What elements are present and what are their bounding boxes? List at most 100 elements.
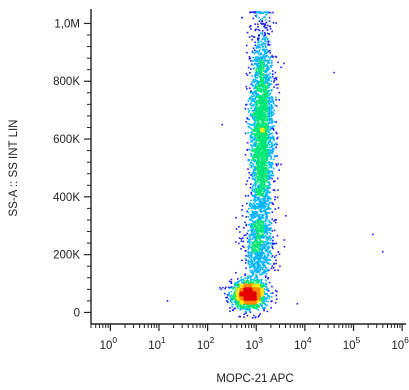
data-point [259,62,262,64]
data-point [235,285,237,287]
data-point [254,44,257,47]
data-point [269,56,272,59]
data-point [241,259,243,262]
data-point [254,239,256,242]
data-point [267,295,269,297]
data-point [266,176,268,178]
data-point [258,209,261,211]
data-point [256,203,259,205]
data-point [255,248,258,251]
data-point [267,229,269,232]
data-point [277,83,279,86]
data-point [234,293,237,296]
data-point [258,157,260,160]
data-point [258,289,261,292]
data-point [250,28,252,30]
data-point [273,154,276,157]
data-point [256,149,258,152]
data-point [250,113,252,116]
data-point [261,305,264,307]
data-point [267,129,269,132]
data-point [260,91,262,94]
data-point [244,107,247,110]
data-point [250,153,253,155]
data-point [253,94,255,97]
data-point [259,32,262,35]
data-point [253,133,255,136]
data-point [262,105,265,108]
data-point [257,121,260,124]
data-point [263,150,265,153]
data-point [274,196,277,198]
data-point [381,250,384,253]
data-point [249,71,251,74]
data-point [252,155,255,158]
data-point [264,227,267,229]
data-point [267,246,269,249]
data-point [262,74,264,76]
data-point [258,185,260,188]
data-point [259,228,261,230]
data-point [259,190,262,193]
data-point [261,17,264,20]
data-point [260,69,263,72]
data-point [271,218,273,221]
data-point [252,243,255,246]
data-point [254,297,257,299]
data-point [267,136,270,139]
data-point [255,46,258,48]
data-point [268,146,271,149]
data-point [255,205,258,208]
data-point [250,166,252,169]
data-point [241,300,243,302]
data-point [270,108,273,110]
data-point [268,235,271,237]
data-point [233,301,236,303]
data-point [252,17,255,20]
data-point [255,50,258,52]
data-point [265,160,267,163]
data-point [254,173,256,175]
data-point [246,237,249,240]
data-point [262,76,265,79]
data-point [265,21,268,24]
data-point [253,204,256,206]
data-point [268,269,270,272]
data-point [268,82,271,85]
data-point [245,301,247,304]
data-point [252,250,254,253]
data-point [267,170,270,173]
data-point [266,226,268,228]
data-point [268,297,271,300]
data-point [249,213,251,216]
data-point [257,117,260,120]
data-point [256,113,258,116]
data-point [230,297,232,300]
data-point [265,248,268,251]
data-point [261,273,263,276]
data-point [255,212,257,215]
data-point [257,70,259,73]
data-point [247,304,250,307]
data-point [268,227,270,230]
data-point [266,126,268,129]
data-point [261,204,264,207]
data-point [268,204,270,206]
data-point [263,31,266,34]
data-point [269,112,272,114]
data-point [264,205,267,208]
data-point [262,46,265,48]
data-point [260,304,262,306]
data-point [264,243,266,245]
data-point [260,95,262,98]
data-point [258,196,260,199]
data-point [255,226,258,228]
data-point [269,263,272,265]
data-point [263,298,266,301]
data-point [256,58,259,60]
data-point [283,239,286,241]
data-point [228,280,231,283]
data-point [271,246,274,248]
data-point [252,100,254,103]
data-point [264,65,267,67]
